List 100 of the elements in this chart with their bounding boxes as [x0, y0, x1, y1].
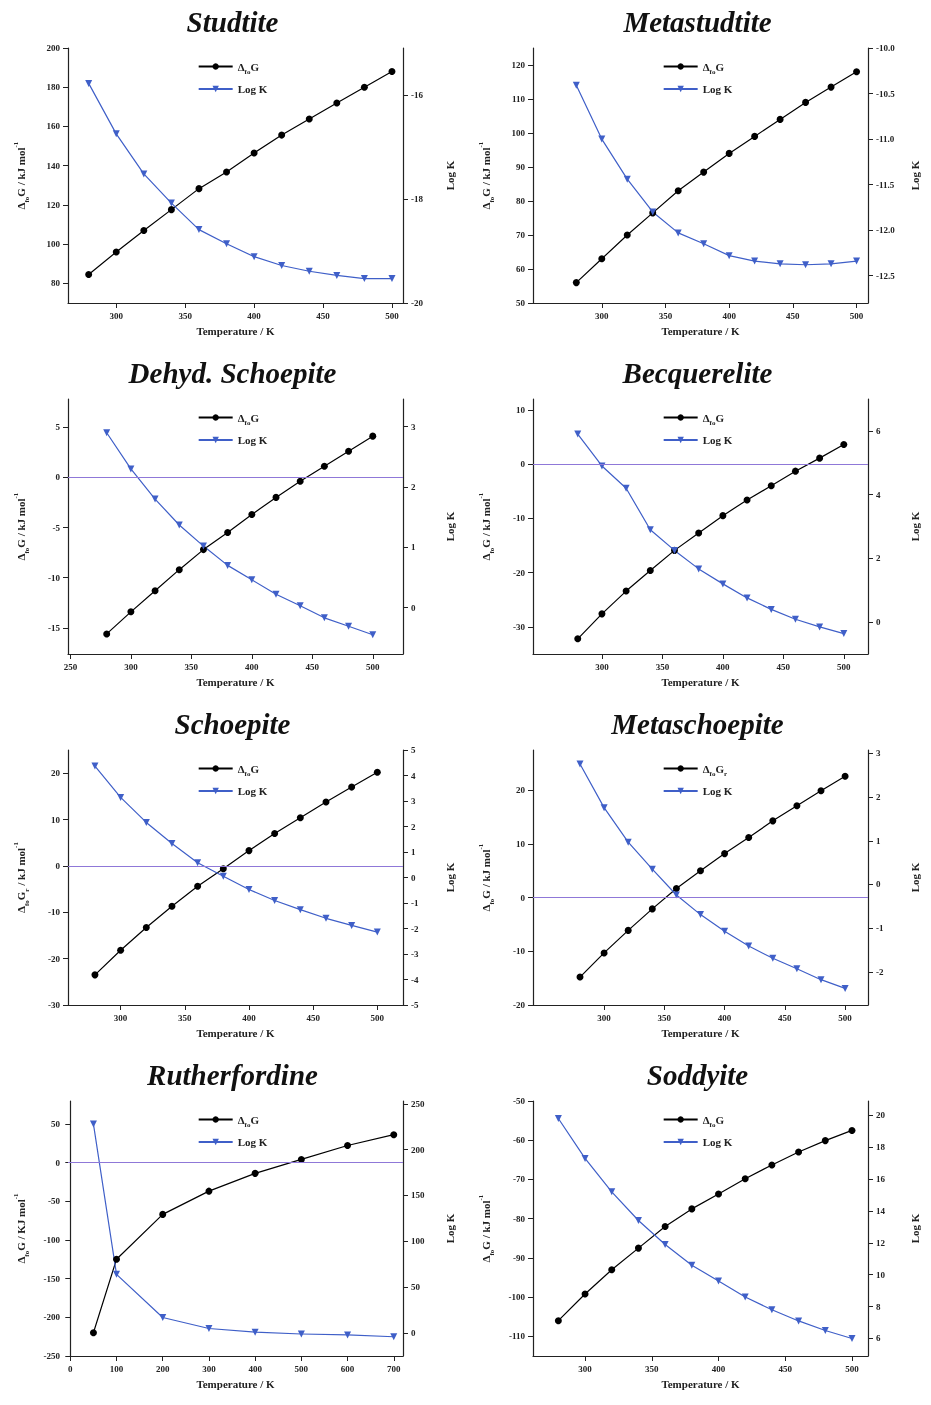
point: [791, 615, 799, 623]
point: [802, 261, 810, 269]
point: [320, 462, 328, 470]
point: [743, 594, 751, 602]
y2-axis-title: Log K: [909, 862, 921, 893]
y2-axis-title: Log K: [909, 160, 921, 191]
y2-tick-label: 0: [411, 872, 416, 883]
point: [140, 170, 148, 178]
point: [91, 971, 99, 979]
y2-tick-label: -11.5: [876, 179, 895, 190]
point: [168, 902, 176, 910]
point: [388, 68, 396, 76]
point: [245, 885, 253, 893]
point: [205, 1324, 213, 1332]
y2-tick-label: 0: [411, 1328, 416, 1339]
y-tick-label: 80: [51, 278, 61, 289]
legend-label: Log K: [702, 83, 733, 95]
y2-tick-label: 150: [411, 1190, 425, 1201]
point: [297, 1155, 305, 1163]
x-tick-label: 250: [63, 661, 78, 672]
point: [142, 924, 150, 932]
point: [697, 911, 704, 919]
point: [296, 814, 304, 822]
point: [672, 891, 680, 899]
x-tick-label: 400: [717, 1012, 732, 1023]
point: [776, 115, 784, 123]
point: [581, 1154, 589, 1162]
point: [793, 802, 801, 810]
y2-tick-label: 2: [876, 553, 881, 564]
point: [721, 850, 729, 858]
x-tick-label: 300: [109, 310, 124, 321]
y-tick-label: 20: [516, 785, 526, 796]
x-tick-label: 500: [849, 310, 864, 321]
point: [250, 253, 258, 261]
y2-axis-title: Log K: [909, 1213, 921, 1244]
x-tick-label: 450: [778, 1363, 793, 1374]
y2-tick-label: 50: [411, 1282, 421, 1293]
y2-tick-label: -12.0: [876, 225, 896, 236]
point: [700, 240, 708, 248]
point: [688, 1205, 696, 1213]
point: [320, 614, 328, 622]
point: [840, 630, 848, 638]
point: [103, 630, 111, 638]
point: [695, 529, 703, 537]
legend-label: Log K: [237, 785, 268, 797]
y2-tick-label: 200: [411, 1144, 425, 1155]
point: [719, 512, 727, 520]
x-axis-title: Temperature / K: [661, 1377, 741, 1390]
chart-title: Schoepite: [174, 707, 291, 740]
y2-tick-label: 0: [876, 617, 881, 628]
point: [117, 793, 125, 801]
point: [648, 905, 656, 913]
point: [223, 240, 231, 248]
point: [795, 1317, 803, 1325]
chart-title: Dehyd. Schoepite: [127, 356, 337, 389]
y2-tick-label: 10: [876, 1269, 886, 1280]
point: [296, 477, 304, 485]
y-tick-label: 0: [55, 472, 61, 483]
y2-tick-label: 12: [876, 1237, 886, 1248]
y2-tick-label: -11.0: [876, 134, 895, 145]
y2-tick-label: 1: [876, 835, 881, 846]
x-tick-label: 450: [305, 661, 320, 672]
chart-title: Rutherfordine: [146, 1058, 319, 1091]
y2-tick-label: 16: [876, 1174, 886, 1185]
point: [85, 79, 93, 87]
y-tick-label: -20: [513, 567, 526, 578]
point: [715, 1277, 723, 1285]
x-tick-label: 300: [597, 1012, 612, 1023]
point: [769, 817, 777, 825]
point: [195, 185, 203, 193]
point: [776, 260, 784, 268]
y-tick-label: 200: [46, 43, 61, 53]
y-tick-label: 10: [51, 814, 61, 825]
point: [600, 804, 608, 812]
y2-tick-label: 4: [411, 770, 416, 781]
point: [661, 1223, 669, 1231]
point: [251, 1169, 259, 1177]
point: [574, 635, 582, 643]
y-tick-label: 120: [511, 60, 526, 70]
point: [598, 610, 606, 618]
point: [223, 168, 231, 176]
y-tick-label: -200: [43, 1312, 61, 1323]
y2-tick-label: -10.0: [876, 43, 896, 53]
point: [674, 187, 682, 195]
x-tick-label: 200: [155, 1363, 170, 1374]
chart-title: Becquerelite: [621, 356, 773, 389]
point: [159, 1210, 167, 1218]
y2-tick-label: 2: [411, 482, 416, 493]
x-tick-label: 0: [68, 1363, 74, 1374]
point: [360, 83, 368, 91]
y-tick-label: 70: [516, 230, 526, 240]
point: [369, 631, 377, 639]
y-tick-label: 90: [516, 162, 526, 172]
point: [695, 565, 703, 573]
point: [112, 130, 120, 138]
y-tick-label: 50: [516, 298, 526, 308]
x-axis-title: Temperature / K: [661, 324, 741, 337]
y2-tick-label: 2: [876, 792, 881, 803]
y-tick-label: 180: [46, 82, 61, 93]
y2-tick-label: -4: [411, 974, 419, 985]
